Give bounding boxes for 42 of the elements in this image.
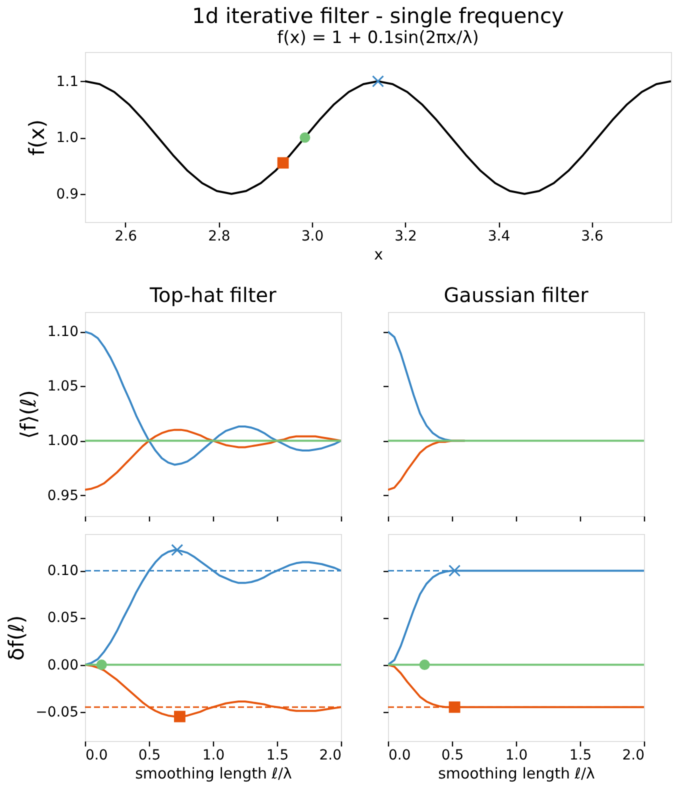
x-axis-title: smoothing length ℓ/λ [438, 764, 596, 782]
x-tick-label: 0.0 [86, 748, 108, 764]
y-tick-label: 1.10 [47, 324, 78, 340]
x-tick-label: 1.5 [266, 748, 289, 764]
x-tick-label: 0.5 [138, 748, 161, 764]
x-tick-label: 3.0 [301, 228, 324, 244]
y-axis-title: ⟨f⟩(ℓ) [16, 390, 40, 439]
point [300, 132, 310, 143]
y-tick-label: 0.00 [47, 657, 78, 674]
x-tick-label: 2.8 [208, 228, 230, 244]
y-tick-label: 0.95 [47, 488, 78, 504]
x-axis-title: x [374, 246, 384, 264]
point [372, 75, 384, 88]
x-axis-title: smoothing length ℓ/λ [135, 764, 292, 782]
x-tick-label: 2.6 [114, 228, 138, 244]
x-tick-label: 0.5 [441, 748, 464, 764]
chart-title: Top-hat filter [148, 283, 278, 307]
x-tick-label: 3.6 [581, 228, 604, 244]
x-tick-label: 1.0 [202, 748, 225, 764]
x-tick-label: 1.0 [505, 748, 528, 764]
y-tick-label: 1.05 [47, 378, 78, 395]
y-tick-label: 1.1 [56, 74, 78, 90]
chart-title: Gaussian filter [444, 283, 590, 307]
x-tick-label: 2.0 [622, 748, 644, 764]
point [277, 157, 289, 169]
y-tick-label: 0.05 [47, 610, 78, 626]
x-tick-label: 1.5 [569, 748, 592, 764]
x-tick-label: 3.4 [488, 228, 510, 244]
y-axis-title: f(x) [25, 119, 50, 156]
line-series [85, 428, 341, 491]
chart-title: 1d iterative filter - single frequency [192, 4, 564, 28]
chart-subtitle: f(x) = 1 + 0.1sin(2πx/λ) [277, 28, 479, 48]
y-tick-label: 0.9 [56, 186, 78, 202]
y-axis-title: δf(ℓ) [4, 615, 29, 661]
line-series [85, 330, 341, 466]
x-tick-label: 2.0 [319, 748, 342, 764]
x-tick-label: 3.2 [394, 228, 417, 244]
y-tick-label: 1.0 [56, 130, 78, 146]
x-tick-label: 0.0 [388, 748, 411, 764]
y-tick-label: 1.00 [47, 433, 78, 450]
y-tick-label: 0.10 [47, 563, 78, 580]
y-tick-label: −0.05 [36, 704, 78, 720]
